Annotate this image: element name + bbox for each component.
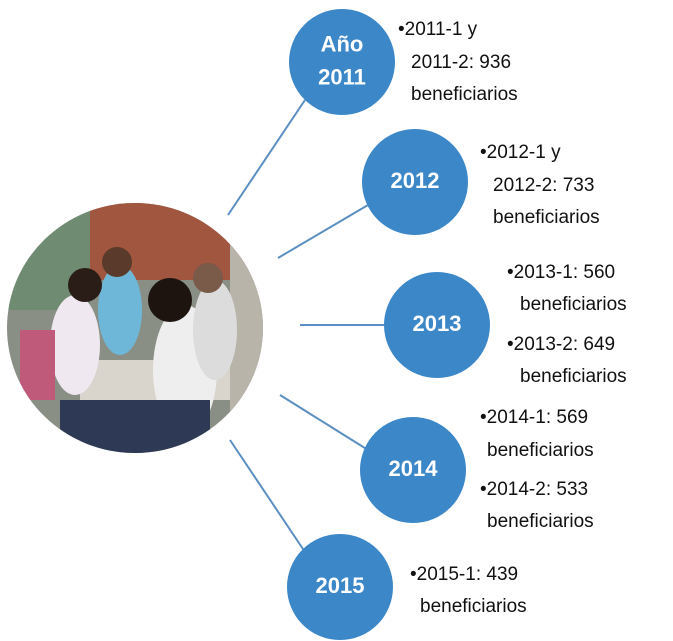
bullet-text: beneficiarios bbox=[520, 366, 627, 387]
year-circle bbox=[360, 417, 466, 523]
year-label: 2015 bbox=[316, 573, 365, 598]
bullet-text: 2012-2: 733 bbox=[493, 175, 594, 196]
bullet-text: beneficiarios bbox=[487, 440, 594, 461]
nodes: Año 2011 •2011-1 y 2011-2: 936 beneficiarios… bbox=[287, 9, 627, 640]
year-circle bbox=[384, 272, 490, 378]
year-label: 2011 bbox=[318, 64, 366, 89]
connector bbox=[227, 99, 306, 216]
year-circle bbox=[287, 534, 393, 640]
bullet-text: 2011-2: 936 bbox=[411, 52, 511, 73]
year-circle bbox=[362, 129, 468, 235]
year-label: 2014 bbox=[389, 456, 439, 481]
bullet-text: •2014-2: 533 bbox=[480, 479, 588, 500]
bullet-text: •2011-1 y bbox=[398, 19, 478, 40]
bullet-text: beneficiarios bbox=[420, 596, 527, 617]
bullet-text: •2015-1: 439 bbox=[410, 564, 518, 585]
bullet-text: beneficiarios bbox=[493, 207, 600, 228]
year-label: 2012 bbox=[391, 168, 440, 193]
bullet-text: beneficiarios bbox=[520, 294, 627, 315]
connector bbox=[229, 439, 306, 553]
bullet-text: •2013-2: 649 bbox=[507, 334, 615, 355]
photo bbox=[7, 203, 263, 453]
bullet-text: •2014-1: 569 bbox=[480, 407, 588, 428]
year-circle bbox=[289, 9, 395, 115]
connectors bbox=[227, 99, 385, 553]
bullet-text: •2013-1: 560 bbox=[507, 262, 615, 283]
bullet-text: beneficiarios bbox=[487, 511, 594, 532]
connector bbox=[279, 394, 369, 451]
bullet-text: •2012-1 y bbox=[480, 142, 561, 163]
year-label: 2013 bbox=[413, 311, 462, 336]
year-label: Año bbox=[321, 31, 364, 56]
connector bbox=[277, 204, 369, 259]
bullet-text: beneficiarios bbox=[411, 84, 518, 105]
